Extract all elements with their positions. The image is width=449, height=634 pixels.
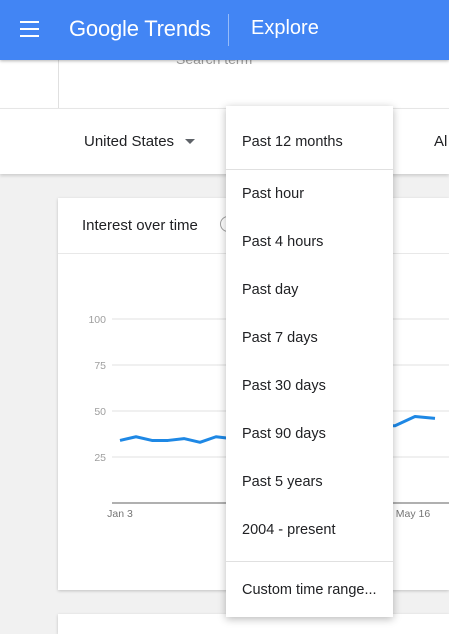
time-option-past-30-days[interactable]: Past 30 days (242, 378, 326, 394)
category-selector[interactable]: Al (434, 133, 448, 150)
search-term-box[interactable]: Search term (58, 51, 449, 108)
page-title: Explore (251, 17, 319, 39)
time-option-past-90-days[interactable]: Past 90 days (242, 426, 326, 442)
top-app-bar: Google Trends Explore (0, 0, 449, 60)
time-option-past-5-years[interactable]: Past 5 years (242, 474, 323, 490)
x-tick-label: May 16 (396, 508, 431, 520)
header-divider (228, 14, 229, 46)
time-option-past-day[interactable]: Past day (242, 282, 299, 298)
y-tick-label: 75 (94, 360, 106, 372)
y-tick-label: 50 (94, 406, 106, 418)
hamburger-menu-icon[interactable] (20, 21, 39, 37)
time-range-dropdown: Past 12 months Past hour Past 4 hours Pa… (226, 106, 393, 617)
series-line-left (119, 435, 233, 444)
time-option-custom-range[interactable]: Custom time range... (242, 582, 377, 598)
time-option-past-7-days[interactable]: Past 7 days (242, 330, 318, 346)
y-tick-label: 25 (94, 452, 106, 464)
dropdown-divider (226, 169, 393, 170)
google-trends-logo[interactable]: Google Trends (69, 16, 211, 41)
next-card (58, 614, 449, 634)
geo-dropdown-arrow-icon[interactable] (185, 139, 195, 144)
card-title: Interest over time (82, 217, 198, 234)
time-option-past-4-hours[interactable]: Past 4 hours (242, 234, 324, 250)
search-strip: Search term (0, 51, 449, 108)
y-tick-label: 100 (88, 314, 106, 326)
dropdown-divider (226, 561, 393, 562)
geo-selector[interactable]: United States (84, 133, 175, 150)
x-tick-label: Jan 3 (107, 508, 133, 520)
time-range-selected[interactable]: Past 12 months (242, 134, 343, 150)
time-option-2004-present[interactable]: 2004 - present (242, 522, 336, 538)
time-option-past-hour[interactable]: Past hour (242, 186, 305, 202)
